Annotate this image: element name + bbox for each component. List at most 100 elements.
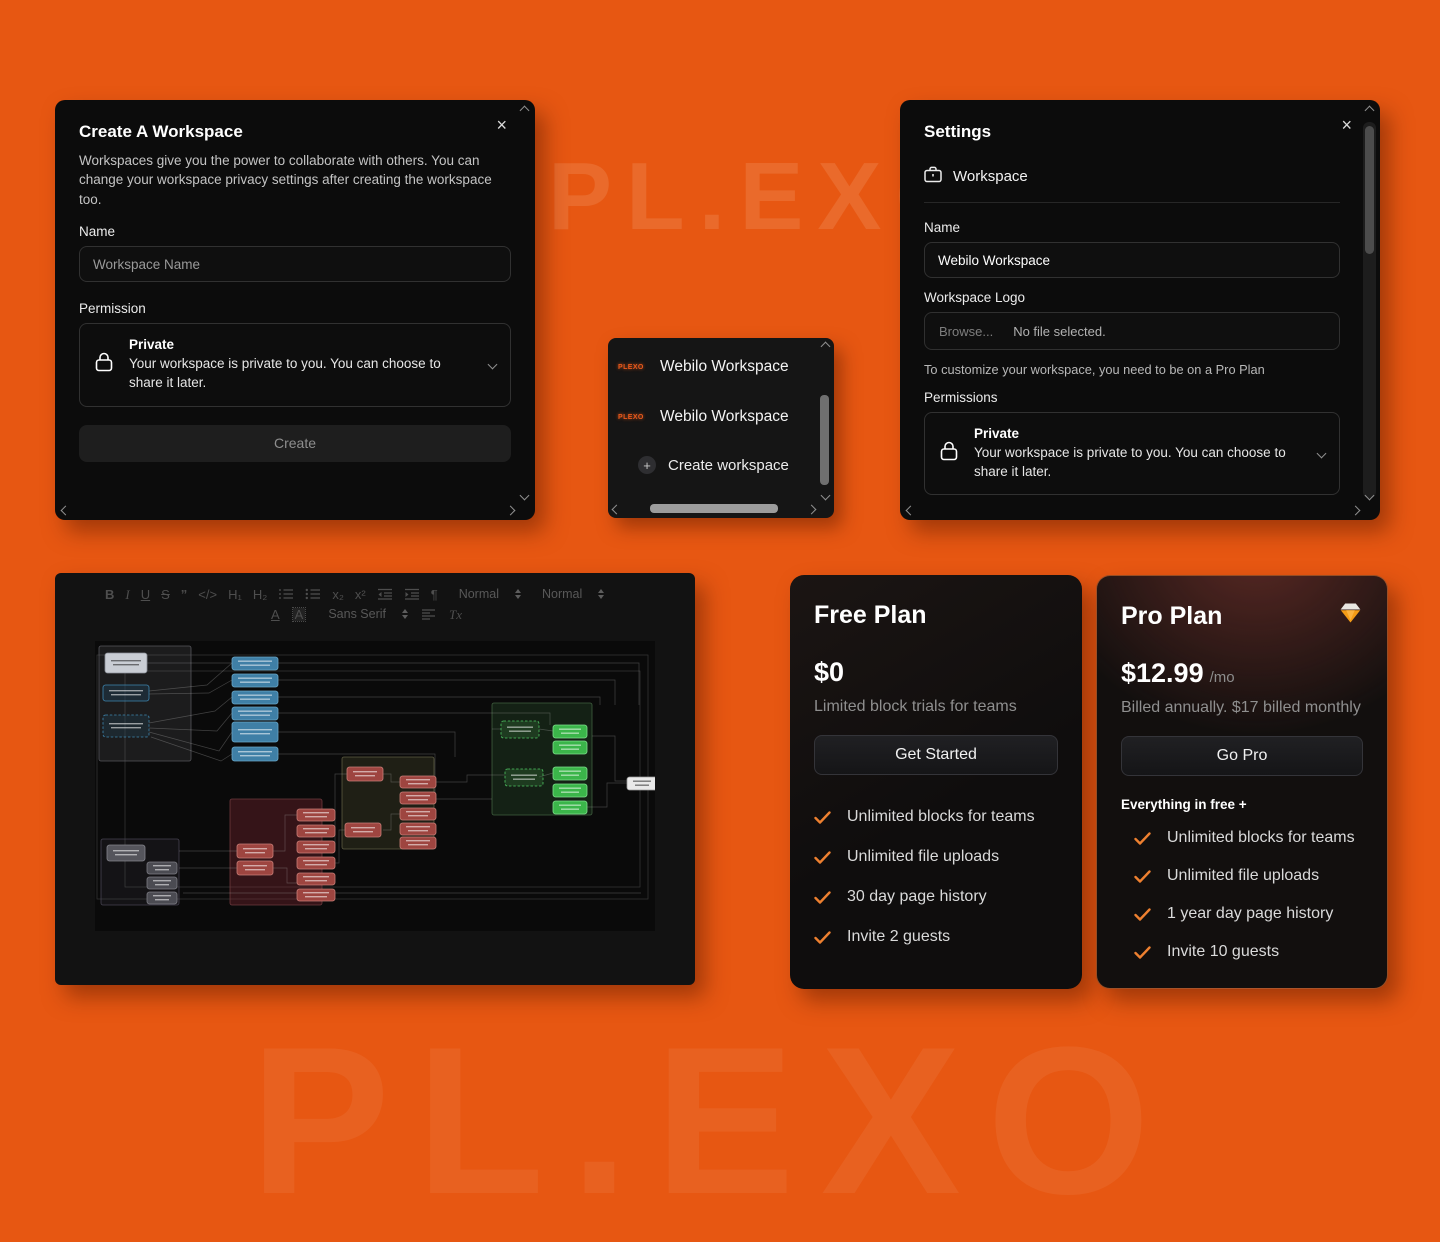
- vertical-scrollbar[interactable]: [517, 104, 531, 502]
- plan-title: Free Plan: [814, 601, 927, 629]
- desktop-background: PL.EXO PL.EXO Create A Workspace Workspa…: [55, 100, 1388, 1238]
- horizontal-scrollbar[interactable]: [59, 503, 517, 517]
- logo-file-input[interactable]: Browse... No file selected.: [924, 312, 1340, 350]
- workspace-item[interactable]: PLEXO Webilo Workspace: [608, 342, 816, 392]
- scroll-up-icon[interactable]: [820, 341, 831, 352]
- workspace-item-label: Webilo Workspace: [660, 358, 789, 375]
- vertical-scroll-thumb[interactable]: [820, 395, 829, 485]
- check-icon: [814, 850, 831, 864]
- lock-icon: [94, 351, 114, 378]
- header-select[interactable]: Normal: [459, 587, 521, 601]
- browse-button[interactable]: Browse...: [939, 323, 994, 339]
- pro-plan-note: To customize your workspace, you need to…: [924, 362, 1265, 377]
- workspace-switcher-dropdown: PLEXO Webilo Workspace PLEXO Webilo Workspa…: [608, 338, 834, 518]
- scroll-down-icon[interactable]: [1364, 490, 1375, 501]
- vertical-scrollbar[interactable]: [1362, 104, 1376, 502]
- close-icon[interactable]: ×: [496, 115, 507, 135]
- check-icon: [814, 890, 831, 904]
- bold-icon[interactable]: B: [105, 586, 115, 602]
- blockquote-icon[interactable]: ”: [180, 586, 188, 602]
- scroll-down-icon[interactable]: [820, 490, 831, 501]
- plan-subtitle: Limited block trials for teams: [814, 698, 1017, 715]
- flowchart-canvas: [95, 641, 655, 931]
- create-workspace-item[interactable]: + Create workspace: [608, 442, 816, 488]
- plexo-logo-icon: PLEXO: [618, 363, 644, 371]
- feature-item: Invite 10 guests: [1134, 943, 1363, 961]
- feature-item: Invite 2 guests: [814, 928, 1058, 946]
- permission-title: Private: [974, 426, 1020, 441]
- divider: [924, 202, 1340, 203]
- plan-price: $12.99: [1121, 658, 1204, 688]
- code-block-icon[interactable]: </>: [198, 586, 218, 602]
- editor-toolbar-row2: A A Sans Serif Tx: [271, 606, 463, 622]
- scroll-left-icon[interactable]: [905, 505, 916, 516]
- vertical-scrollbar[interactable]: [818, 340, 832, 502]
- vertical-scroll-thumb[interactable]: [1365, 126, 1374, 254]
- scroll-right-icon[interactable]: [505, 505, 516, 516]
- check-icon: [1134, 945, 1151, 959]
- size-select[interactable]: Normal: [542, 587, 605, 601]
- italic-icon[interactable]: I: [125, 586, 130, 602]
- plan-title: Pro Plan: [1121, 602, 1223, 630]
- scroll-left-icon[interactable]: [60, 505, 71, 516]
- close-icon[interactable]: ×: [1341, 115, 1352, 135]
- header-1-icon[interactable]: H₁: [228, 586, 242, 602]
- scroll-down-icon[interactable]: [519, 490, 530, 501]
- clear-format-icon[interactable]: Tx: [449, 606, 463, 622]
- section-label: Workspace: [953, 168, 1028, 185]
- permission-dropdown[interactable]: Private Your workspace is private to you…: [924, 412, 1340, 496]
- scroll-up-icon[interactable]: [1364, 105, 1375, 116]
- strikethrough-icon[interactable]: S: [161, 586, 170, 602]
- create-workspace-modal: Create A Workspace Workspaces give you t…: [55, 100, 535, 520]
- check-icon: [814, 810, 831, 824]
- permission-dropdown[interactable]: Private Your workspace is private to you…: [79, 323, 511, 407]
- name-label: Name: [924, 220, 961, 235]
- feature-label: Unlimited blocks for teams: [847, 808, 1035, 825]
- font-select[interactable]: Sans Serif: [328, 607, 409, 621]
- text-color-icon[interactable]: A: [271, 606, 280, 622]
- header-2-icon[interactable]: H₂: [252, 586, 268, 602]
- check-icon: [1134, 869, 1151, 883]
- create-button[interactable]: Create: [79, 424, 511, 462]
- modal-description: Workspaces give you the power to collabo…: [79, 153, 492, 207]
- feature-list: Unlimited blocks for teams Unlimited file…: [814, 808, 1058, 946]
- ordered-list-icon[interactable]: [278, 588, 294, 600]
- feature-list: Unlimited blocks for teams Unlimited file…: [1121, 829, 1363, 961]
- underline-icon[interactable]: U: [140, 586, 151, 602]
- workspace-list: PLEXO Webilo Workspace PLEXO Webilo Workspa…: [608, 342, 816, 488]
- horizontal-scrollbar[interactable]: [610, 502, 818, 516]
- scroll-up-icon[interactable]: [519, 105, 530, 116]
- get-started-button[interactable]: Get Started: [814, 735, 1058, 775]
- go-pro-button[interactable]: Go Pro: [1121, 736, 1363, 776]
- align-icon[interactable]: [421, 608, 436, 620]
- horizontal-scroll-thumb[interactable]: [650, 504, 778, 513]
- background-color-icon[interactable]: A: [291, 606, 307, 622]
- outdent-icon[interactable]: [377, 588, 393, 600]
- editor-toolbar-row1: B I U S ” </> H₁ H₂ x₂ x² ¶ Normal Normal: [105, 586, 605, 602]
- name-label: Name: [79, 224, 116, 240]
- scroll-left-icon[interactable]: [611, 504, 622, 515]
- check-icon: [1134, 831, 1151, 845]
- workspace-name-input[interactable]: [79, 246, 511, 283]
- plexo-logo-icon: PLEXO: [618, 413, 644, 421]
- feature-label: Invite 10 guests: [1167, 943, 1280, 960]
- bullet-list-icon[interactable]: [305, 588, 321, 600]
- feature-item: Unlimited file uploads: [1134, 867, 1363, 885]
- subscript-icon[interactable]: x₂: [332, 586, 344, 602]
- lock-icon: [939, 440, 959, 467]
- scroll-right-icon[interactable]: [1350, 505, 1361, 516]
- chevron-down-icon: [1316, 448, 1327, 459]
- scroll-right-icon[interactable]: [806, 504, 817, 515]
- permissions-label: Permissions: [924, 390, 998, 405]
- plan-price: $0: [814, 657, 845, 687]
- plan-period: /mo: [1209, 669, 1235, 686]
- workspace-item[interactable]: PLEXO Webilo Workspace: [608, 392, 816, 442]
- superscript-icon[interactable]: x²: [354, 586, 366, 602]
- editor-panel: B I U S ” </> H₁ H₂ x₂ x² ¶ Normal Normal A A Sans Ser…: [55, 573, 695, 985]
- workspace-name-field[interactable]: [924, 242, 1340, 278]
- horizontal-scrollbar[interactable]: [904, 503, 1362, 517]
- indent-icon[interactable]: [404, 588, 420, 600]
- text-direction-icon[interactable]: ¶: [430, 586, 438, 602]
- flowchart-diagram: [96, 645, 655, 906]
- feature-item: Unlimited blocks for teams: [814, 808, 1058, 826]
